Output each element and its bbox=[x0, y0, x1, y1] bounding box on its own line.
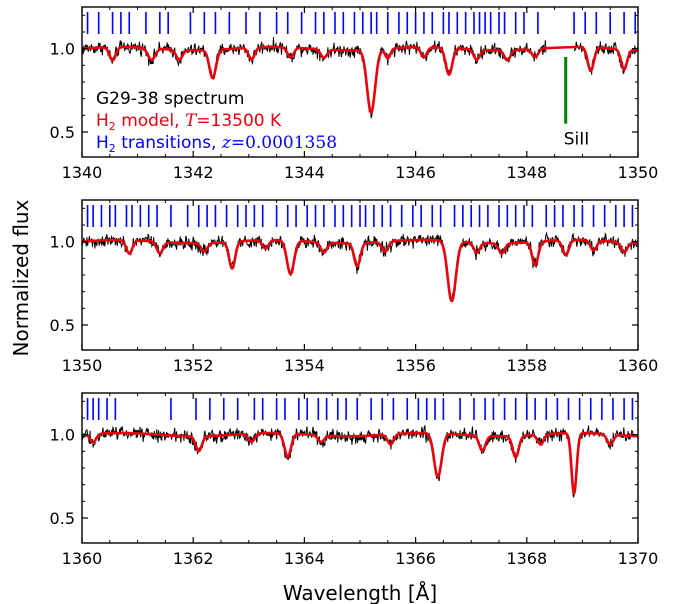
y-tick-label: 1.0 bbox=[50, 40, 75, 59]
h2-model-line bbox=[82, 45, 638, 114]
legend-transitions: H2 transitions, z=0.0001358 bbox=[96, 133, 337, 155]
x-tick-label: 1340 bbox=[62, 163, 103, 182]
y-tick-label: 1.0 bbox=[50, 426, 75, 445]
h2-transition-ticks bbox=[86, 12, 637, 34]
x-tick-label: 1358 bbox=[506, 356, 547, 375]
panel-2: 1350 1352 1354 1356 1358 1360 0.5 1.0 bbox=[50, 199, 659, 375]
plot-frame bbox=[81, 392, 639, 544]
x-tick-label: 1364 bbox=[284, 549, 325, 568]
x-tick-label: 1366 bbox=[395, 549, 436, 568]
x-tick-label: 1352 bbox=[173, 356, 214, 375]
h2-model-line bbox=[82, 238, 638, 303]
x-tick-label: 1344 bbox=[284, 163, 325, 182]
y-axis-label: Normalized flux bbox=[9, 199, 33, 356]
h2-transition-ticks bbox=[86, 205, 634, 227]
legend-model: H2 model, T=13500 K bbox=[96, 111, 282, 133]
h2-transition-ticks bbox=[86, 398, 634, 420]
x-tick-label: 1360 bbox=[618, 356, 659, 375]
x-tick-label: 1350 bbox=[62, 356, 103, 375]
x-tick-label: 1342 bbox=[173, 163, 214, 182]
x-tick-label: 1346 bbox=[395, 163, 436, 182]
panel-3: 1360 1362 1364 1366 1368 1370 0.5 1.0 bbox=[50, 392, 659, 568]
x-tick-label: 1368 bbox=[506, 549, 547, 568]
siII-label: SiII bbox=[564, 130, 590, 150]
y-tick-label: 0.5 bbox=[50, 123, 75, 142]
panel-1: SiII 1340 1342 1344 1346 1348 1350 0.5 1.0 G29-38… bbox=[50, 6, 659, 182]
x-tick-label: 1354 bbox=[284, 356, 325, 375]
x-tick-label: 1360 bbox=[62, 549, 103, 568]
y-tick-label: 1.0 bbox=[50, 233, 75, 252]
h2-model-line bbox=[82, 431, 638, 495]
y-tick-label: 0.5 bbox=[50, 316, 75, 335]
y-tick-label: 0.5 bbox=[50, 509, 75, 528]
x-tick-label: 1348 bbox=[506, 163, 547, 182]
spectrum-line bbox=[82, 424, 638, 498]
x-tick-label: 1356 bbox=[395, 356, 436, 375]
x-axis-label: Wavelength [Å] bbox=[283, 581, 437, 604]
x-tick-label: 1370 bbox=[618, 549, 659, 568]
x-tick-label: 1362 bbox=[173, 549, 214, 568]
legend-spectrum: G29-38 spectrum bbox=[96, 89, 244, 109]
x-tick-label: 1350 bbox=[618, 163, 659, 182]
